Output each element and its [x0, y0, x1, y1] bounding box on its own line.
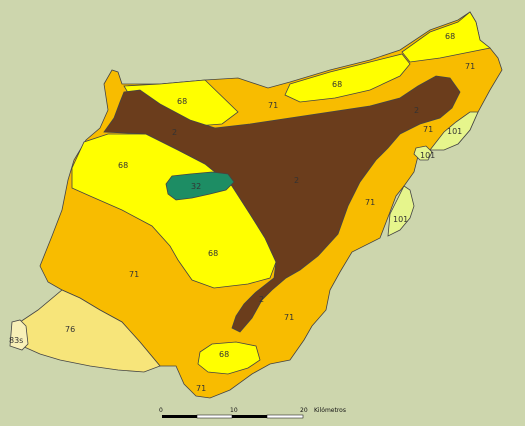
zone-32[interactable] [165, 171, 235, 201]
label-83s: 83s [9, 336, 23, 345]
label-71-mid-right: 71 [365, 198, 375, 207]
label-71-bottom-right: 71 [284, 313, 294, 322]
label-71-bottom: 71 [196, 384, 206, 393]
label-71-top-mid: 71 [268, 101, 278, 110]
label-68-center: 68 [208, 249, 218, 258]
label-71-top-right: 71 [465, 62, 475, 71]
label-68-left: 68 [118, 161, 128, 170]
zone-83s[interactable] [9, 319, 29, 351]
scale-tick-20: 20 [300, 407, 308, 414]
label-68-top-left: 68 [177, 97, 187, 106]
scale-bar-segment-3 [232, 415, 267, 418]
label-68-bottom: 68 [219, 350, 229, 359]
scale-bar-segment-4 [266, 414, 304, 419]
label-2-left: 2 [172, 128, 177, 137]
label-101-top: 101 [447, 127, 462, 136]
label-2-bottom: 2 [259, 295, 264, 304]
zone-68-top-right[interactable] [401, 11, 491, 63]
label-32: 32 [191, 182, 201, 191]
label-76: 76 [65, 325, 75, 334]
label-101-small: 101 [420, 151, 435, 160]
label-68-top-mid: 68 [332, 80, 342, 89]
label-2-right: 2 [414, 106, 419, 115]
zone-101-small[interactable] [413, 145, 433, 161]
label-2-center: 2 [294, 176, 299, 185]
scale-bar-segment-2 [196, 414, 233, 419]
scale-bar-segment-1 [162, 415, 197, 418]
scale-bar: 0 10 20 Kilómetros [159, 407, 346, 419]
zone-2[interactable] [103, 75, 461, 333]
zone-68-bottom[interactable] [197, 341, 261, 375]
label-71-left: 71 [129, 270, 139, 279]
label-68-top-right: 68 [445, 32, 455, 41]
zone-68-top-mid[interactable] [284, 53, 411, 103]
scale-unit: Kilómetros [314, 407, 346, 414]
zone-101-top[interactable] [429, 111, 479, 151]
zone-101-right[interactable] [387, 185, 415, 237]
label-71-right: 71 [423, 125, 433, 134]
zone-76[interactable] [19, 289, 161, 373]
scale-tick-10: 10 [230, 407, 238, 414]
scale-tick-0: 0 [159, 407, 163, 414]
label-101-right: 101 [393, 215, 408, 224]
